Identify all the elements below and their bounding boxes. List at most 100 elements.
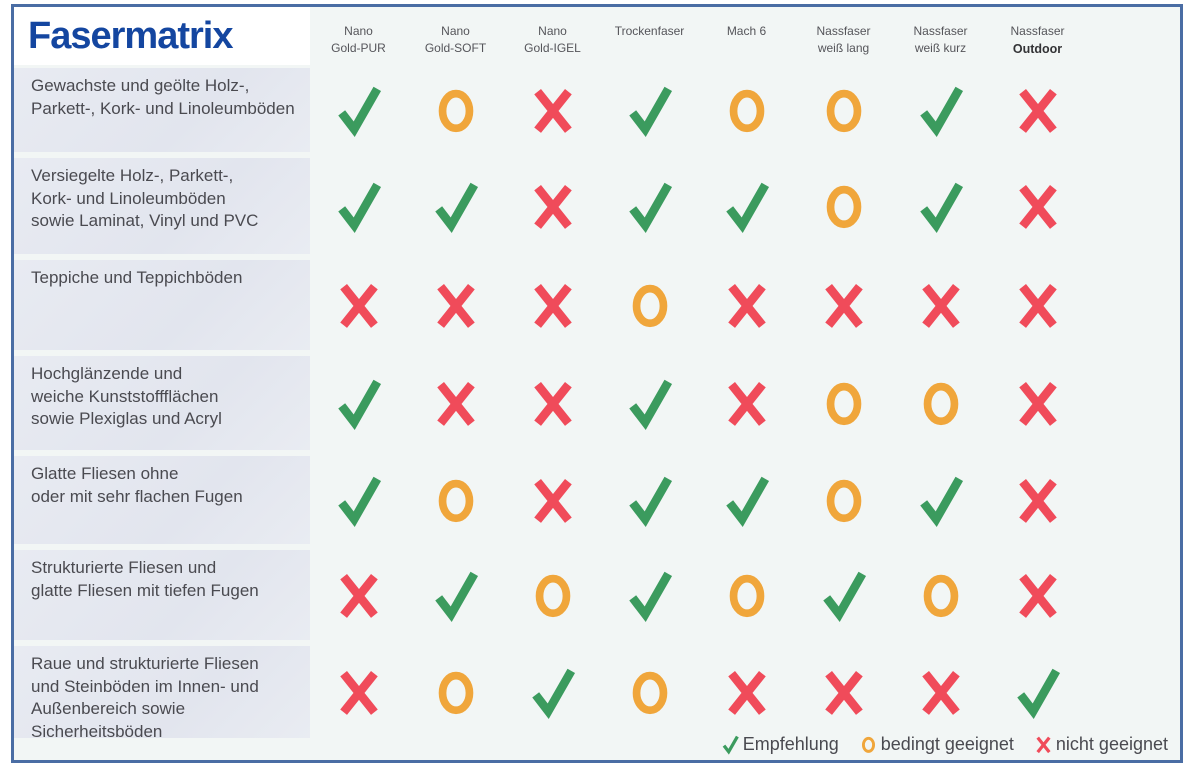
circle-icon: [729, 89, 764, 133]
row-label: Hochglänzende und weiche Kunststofffläche…: [14, 356, 310, 450]
matrix-cell-circle: [504, 567, 601, 623]
matrix-cell-cross: [504, 82, 601, 138]
matrix-cell-circle: [407, 82, 504, 138]
cross-icon: [1018, 89, 1057, 133]
row-label-line: Raue und strukturierte Fliesen: [31, 654, 259, 673]
matrix-cell-check: [310, 472, 407, 528]
matrix-cell-check: [601, 472, 698, 528]
check-icon: [725, 476, 769, 528]
check-icon: [628, 476, 672, 528]
matrix-cell-check: [310, 82, 407, 138]
check-icon: [628, 182, 672, 234]
matrix-cell-check: [698, 178, 795, 234]
circle-icon: [438, 479, 473, 523]
row-label: Raue und strukturierte Fliesen und Steinb…: [14, 646, 310, 741]
matrix-cell-cross: [504, 472, 601, 528]
cross-icon: [824, 284, 863, 328]
matrix-cell-circle: [601, 277, 698, 333]
matrix-cell-circle: [892, 375, 989, 431]
circle-icon: [632, 284, 667, 328]
cross-icon: [727, 284, 766, 328]
row-label-line: und Steinböden im Innen- und: [31, 676, 259, 696]
cross-icon: [533, 89, 572, 133]
circle-icon: [826, 479, 861, 523]
row-label: Strukturierte Fliesen und glatte Fliesen …: [14, 550, 310, 640]
matrix-row: Hochglänzende und weiche Kunststofffläche…: [14, 356, 1180, 450]
row-label-line: Hochglänzende und: [31, 364, 183, 383]
column-headers: Nano Gold-PUR Nano Gold-SOFT Nano Gold-IGEL Tr…: [310, 7, 1086, 59]
matrix-cell-cross: [698, 375, 795, 431]
check-icon: [434, 182, 478, 234]
matrix-cell-check: [310, 375, 407, 431]
check-icon: [337, 379, 381, 431]
matrix-cell-cross: [310, 277, 407, 333]
legend-label: Empfehlung: [742, 734, 839, 754]
check-icon: [628, 571, 672, 623]
cross-icon: [727, 671, 766, 715]
matrix-row: Glatte Fliesen ohne oder mit sehr flachen…: [14, 456, 1180, 544]
matrix-cell-cross: [989, 82, 1086, 138]
cross-icon: [436, 382, 475, 426]
column-header-line: Outdoor: [1012, 42, 1063, 57]
circle-icon: [923, 382, 958, 426]
cross-icon: [1018, 479, 1057, 523]
check-icon: [1016, 668, 1060, 720]
circle-icon: [923, 574, 958, 618]
matrix-cell-circle: [795, 82, 892, 138]
matrix-cell-circle: [698, 82, 795, 138]
legend-item-circle: bedingt geeignet: [859, 734, 1014, 755]
cross-icon: [1018, 185, 1057, 229]
check-icon: [722, 735, 739, 755]
legend-symbol: [721, 734, 740, 755]
column-header-line: weiß kurz: [914, 41, 967, 56]
legend-label: bedingt geeignet: [880, 734, 1014, 754]
matrix-row: Versiegelte Holz-, Parkett-, Kork- und Li…: [14, 158, 1180, 254]
column-header-line: Nano: [441, 24, 470, 38]
legend: Empfehlung bedingt geeignet nicht geeignet: [721, 734, 1168, 755]
column-header: Mach 6: [698, 23, 795, 59]
row-label-line: Versiegelte Holz-, Parkett-,: [31, 166, 234, 185]
matrix-cell-check: [310, 178, 407, 234]
cross-icon: [727, 382, 766, 426]
suitability-matrix: Gewachste und geölte Holz-, Parkett-, Kor…: [14, 68, 1180, 741]
column-header: Trockenfaser: [601, 23, 698, 59]
cross-icon: [921, 671, 960, 715]
circle-icon: [826, 382, 861, 426]
legend-item-check: Empfehlung: [721, 734, 839, 755]
column-header-line: Nano: [344, 24, 373, 38]
matrix-cell-cross: [698, 277, 795, 333]
matrix-cell-circle: [795, 375, 892, 431]
page-title: Fasermatrix: [28, 15, 233, 57]
matrix-cell-circle: [407, 472, 504, 528]
cross-icon: [339, 574, 378, 618]
column-header: Nassfaser weiß lang: [795, 23, 892, 59]
cross-icon: [824, 671, 863, 715]
header-row: Fasermatrix Nano Gold-PUR Nano Gold-SOFT Nan…: [14, 7, 1180, 65]
matrix-cell-circle: [407, 664, 504, 720]
matrix-cell-cross: [504, 178, 601, 234]
matrix-cell-circle: [795, 472, 892, 528]
column-header: Nassfaser Outdoor: [989, 23, 1086, 59]
row-label-line: Außenbereich sowie Sicherheitsböden: [31, 699, 186, 741]
check-icon: [725, 182, 769, 234]
cross-icon: [339, 671, 378, 715]
matrix-cell-cross: [504, 277, 601, 333]
check-icon: [628, 379, 672, 431]
circle-icon: [438, 89, 473, 133]
matrix-cell-cross: [795, 664, 892, 720]
circle-icon: [632, 671, 667, 715]
check-icon: [919, 476, 963, 528]
matrix-cell-check: [989, 664, 1086, 720]
row-label-line: Strukturierte Fliesen und: [31, 558, 217, 577]
check-icon: [337, 182, 381, 234]
cross-icon: [533, 382, 572, 426]
row-cells: [310, 356, 1086, 450]
matrix-cell-check: [892, 82, 989, 138]
legend-item-cross: nicht geeignet: [1034, 734, 1168, 755]
column-header-line: Gold-PUR: [331, 41, 386, 56]
matrix-cell-check: [601, 375, 698, 431]
check-icon: [337, 476, 381, 528]
cross-icon: [339, 284, 378, 328]
column-header-line: Nassfaser: [913, 24, 968, 38]
matrix-cell-check: [601, 567, 698, 623]
